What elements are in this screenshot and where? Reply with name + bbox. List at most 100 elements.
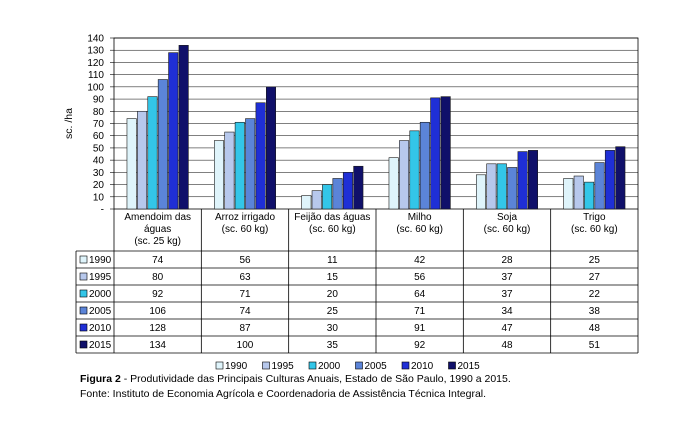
bar: [419, 121, 430, 210]
figure-source: Fonte: Instituto de Economia Agrícola e …: [80, 388, 487, 400]
category-label: Trigo: [583, 212, 606, 223]
bar: [527, 150, 538, 210]
bar: [594, 162, 605, 210]
data-label: 27: [589, 272, 601, 283]
data-label: 128: [149, 323, 166, 334]
y-tick-label: 90: [93, 95, 105, 106]
bar: [168, 52, 179, 210]
data-label: 42: [414, 255, 426, 266]
category-label: Feijão das águas: [294, 212, 370, 223]
data-label: 92: [152, 289, 164, 300]
category-label: Soja: [497, 212, 517, 223]
data-label: 134: [149, 340, 166, 351]
bar: [475, 174, 486, 210]
figure-caption: Figura 2 - Produtividade das Principais …: [80, 373, 511, 385]
bar: [563, 178, 574, 210]
bar: [322, 184, 333, 210]
figure-label: Figura 2: [80, 373, 121, 385]
data-label: 87: [239, 323, 251, 334]
series-label: 1990: [89, 255, 112, 266]
data-label: 37: [501, 272, 513, 283]
bar: [178, 45, 189, 210]
data-label: 92: [414, 340, 426, 351]
data-label: 38: [589, 306, 601, 317]
y-tick-label: 20: [93, 180, 105, 191]
bar: [245, 118, 256, 210]
y-tick-label: 60: [93, 131, 105, 142]
bar: [430, 97, 441, 210]
figure-title: - Produtividade das Principais Culturas …: [120, 373, 511, 385]
legend-swatch: [448, 361, 456, 370]
data-label: 100: [237, 340, 254, 351]
y-tick-label: 120: [87, 58, 104, 69]
bar: [301, 195, 312, 210]
data-label: 106: [149, 306, 166, 317]
bar: [265, 86, 276, 210]
legend-key: [79, 272, 88, 281]
bar: [440, 96, 451, 210]
bar: [147, 96, 158, 210]
data-label: 64: [414, 289, 426, 300]
category-label: (sc. 60 kg): [222, 224, 269, 235]
bar: [157, 79, 168, 210]
category-label: (sc. 60 kg): [396, 224, 443, 235]
legend-label: 1990: [225, 361, 248, 370]
data-label: 22: [589, 289, 601, 300]
data-label: 71: [239, 289, 251, 300]
data-label: 48: [501, 340, 513, 351]
series-label: 2010: [89, 323, 112, 334]
data-label: 80: [152, 272, 164, 283]
legend-label: 1995: [272, 361, 295, 370]
data-label: 11: [327, 255, 338, 266]
bar: [604, 150, 615, 210]
legend-swatch: [215, 361, 224, 370]
data-label: 63: [239, 272, 251, 283]
data-label: 47: [501, 323, 513, 334]
legend-label: 2000: [318, 361, 341, 370]
bar: [214, 140, 225, 210]
category-label: Milho: [408, 212, 432, 223]
legend-key: [79, 255, 88, 264]
y-tick-label: 30: [93, 168, 105, 179]
data-label: 28: [501, 255, 513, 266]
bar: [496, 163, 507, 210]
y-tick-label: 40: [93, 156, 105, 167]
data-label: 71: [414, 306, 426, 317]
category-label: (sc. 25 kg): [134, 236, 181, 247]
legend-key: [79, 340, 88, 349]
data-label: 20: [327, 289, 339, 300]
bar: [126, 118, 137, 210]
y-tick-label: 140: [87, 34, 104, 45]
data-label: 48: [589, 323, 601, 334]
y-tick-label: 70: [93, 119, 105, 130]
legend-key: [79, 323, 88, 332]
bar: [255, 102, 266, 210]
y-tick-label: 110: [88, 70, 104, 81]
category-label: (sc. 60 kg): [484, 224, 531, 235]
bar: [353, 165, 364, 210]
bar: [332, 178, 343, 210]
legend-swatch: [401, 361, 410, 370]
y-tick-label: 100: [87, 82, 104, 93]
bar: [399, 140, 410, 210]
y-tick-label: -: [101, 205, 104, 216]
category-label: Arroz irrigado: [215, 212, 275, 223]
category-label: águas: [144, 224, 171, 235]
data-label: 35: [327, 340, 339, 351]
legend-swatch: [308, 361, 317, 370]
y-axis-label: sc. /ha: [63, 108, 75, 139]
y-tick-label: 130: [87, 46, 104, 57]
data-label: 74: [152, 255, 164, 266]
bar: [584, 181, 595, 210]
data-label: 37: [501, 289, 513, 300]
data-label: 91: [414, 323, 426, 334]
legend-label: 2015: [458, 361, 481, 370]
data-label: 30: [327, 323, 339, 334]
data-label: 25: [589, 255, 601, 266]
bar: [224, 131, 235, 210]
bar: [517, 151, 528, 210]
bar: [137, 110, 148, 210]
bar: [234, 121, 245, 210]
bar: [342, 172, 353, 210]
